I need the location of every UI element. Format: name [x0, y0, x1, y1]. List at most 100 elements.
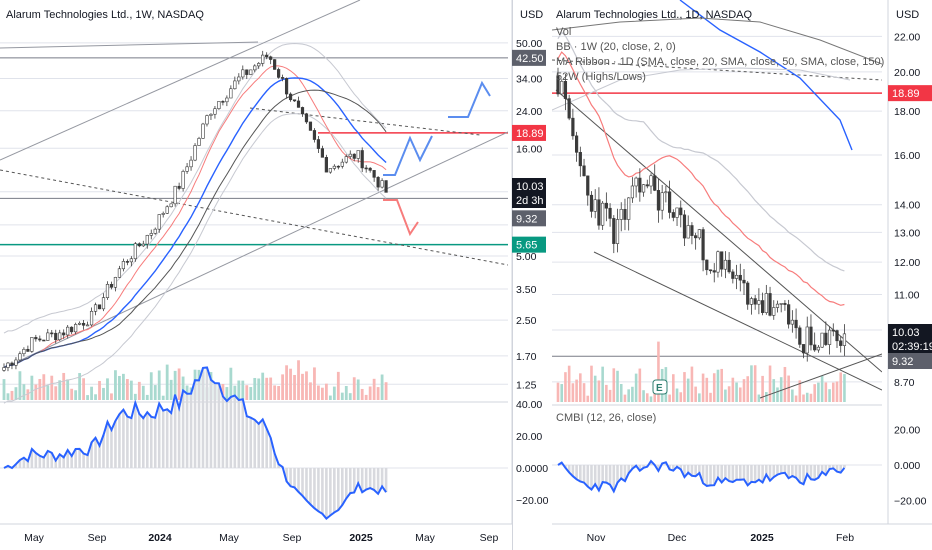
left-y-tick: 1.25	[516, 379, 537, 391]
volume-bar	[165, 364, 169, 400]
oscillator-bar	[783, 465, 787, 473]
left-tag-countdown-bg	[512, 192, 546, 208]
left-y-tick: 1.70	[516, 351, 537, 363]
candle-body	[790, 319, 794, 325]
candle-body	[708, 269, 713, 272]
candle-body	[757, 300, 761, 305]
candle-body	[764, 293, 768, 313]
volume-bar	[720, 368, 723, 402]
left-x-tick: Sep	[283, 532, 302, 544]
left-x-tick: 2024	[148, 532, 172, 544]
volume-bar	[348, 393, 352, 400]
candle-body	[30, 337, 34, 352]
oscillator-bar	[257, 423, 261, 468]
oscillator-bar	[772, 465, 776, 478]
volume-bar	[86, 395, 89, 400]
volume-bar	[593, 375, 597, 402]
left-x-tick: Sep	[480, 532, 499, 544]
volume-bar	[22, 384, 26, 400]
right-x-tick: Nov	[587, 532, 606, 544]
volume-bar	[14, 387, 18, 400]
candle-body	[129, 258, 133, 263]
oscillator-bar	[372, 468, 376, 491]
volume-bar	[384, 382, 388, 400]
left-candles	[2, 50, 388, 372]
candle-body	[137, 243, 141, 247]
oscillator-bar	[221, 396, 225, 468]
candle-body	[560, 81, 564, 95]
oscillator-bar	[189, 393, 193, 468]
left-x-tick: May	[415, 532, 436, 544]
candle-body	[316, 139, 321, 149]
oscillator-bar	[750, 465, 753, 482]
volume-bar	[817, 382, 820, 402]
candle-body	[563, 81, 568, 99]
volume-bar	[372, 378, 376, 400]
oscillator-bar	[705, 465, 709, 486]
candle-body	[141, 243, 145, 247]
volume-bar	[157, 370, 161, 400]
volume-bar	[297, 360, 300, 400]
volume-bar	[683, 372, 686, 402]
volume-bar	[753, 365, 757, 402]
right-chart-title: Alarum Technologies Ltd., 1D, NASDAQ	[556, 9, 752, 21]
volume-bar	[317, 385, 320, 400]
oscillator-bar	[582, 465, 586, 483]
candle-body	[340, 161, 344, 167]
oscillator-bar	[344, 468, 348, 499]
candle-body	[117, 268, 122, 278]
trendline-top	[0, 41, 259, 49]
candle-body	[839, 340, 843, 346]
volume-bar	[82, 378, 85, 400]
volume-bar	[169, 379, 173, 400]
oscillator-bar	[779, 465, 783, 474]
bb-upper	[3, 42, 387, 334]
bb-upper	[552, 67, 851, 111]
oscillator-bar	[309, 468, 312, 505]
right-y-tick: 11.00	[894, 290, 920, 302]
candle-body	[783, 303, 787, 305]
candle-body	[641, 184, 646, 193]
volume-bar	[724, 389, 727, 402]
volume-bar	[102, 387, 105, 400]
candle-body	[612, 218, 616, 244]
oscillator-bar	[802, 465, 805, 485]
oscillator-bar	[757, 465, 761, 480]
volume-bar	[249, 387, 253, 400]
candle-body	[105, 284, 110, 298]
volume-bar	[694, 386, 697, 402]
volume-bar	[686, 378, 690, 402]
oscillator-bar	[161, 410, 165, 468]
candle-body	[201, 123, 205, 139]
candle-body	[567, 98, 571, 119]
candle-body	[556, 75, 560, 95]
oscillator-bar	[720, 465, 723, 483]
candle-body	[768, 293, 772, 316]
right-oscillator	[552, 404, 882, 494]
oscillator-bar	[102, 435, 105, 468]
left-y-tick: 50.00	[516, 38, 542, 50]
candle-body	[38, 338, 42, 341]
candle-body	[604, 202, 608, 209]
right-tag-key-level: 18.89	[892, 88, 920, 100]
candle-body	[835, 330, 839, 342]
right-y-tick: 13.00	[894, 227, 920, 239]
candle-body	[324, 157, 328, 173]
volume-bar	[344, 386, 348, 400]
oscillator-bar	[727, 465, 731, 482]
candle-body	[638, 177, 642, 193]
volume-bar	[820, 375, 824, 402]
right-x-tick: Feb	[836, 532, 854, 544]
candle-body	[723, 259, 727, 270]
volume-bar	[783, 366, 787, 402]
candle-body	[265, 54, 269, 58]
oscillator-bar	[38, 455, 42, 468]
candle-body	[261, 54, 265, 64]
volume-bar	[787, 375, 790, 402]
oscillator-bar	[690, 465, 694, 476]
oscillator-bar	[82, 453, 85, 468]
oscillator-bar	[18, 459, 22, 468]
oscillator-bar	[746, 465, 750, 486]
volume-bar	[813, 384, 816, 402]
